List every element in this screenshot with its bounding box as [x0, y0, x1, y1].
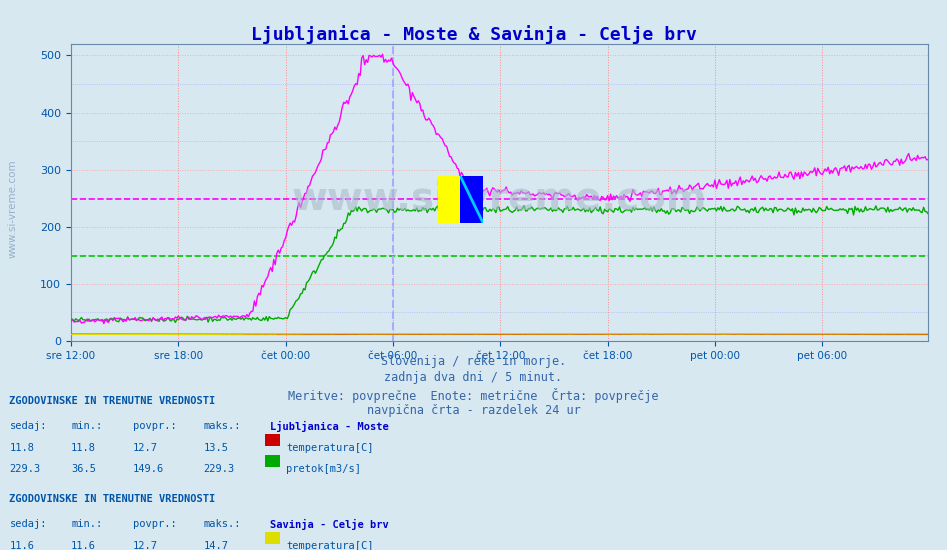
- Text: pretok[m3/s]: pretok[m3/s]: [286, 464, 361, 474]
- Text: Ljubljanica - Moste: Ljubljanica - Moste: [270, 421, 388, 432]
- Text: Meritve: povprečne  Enote: metrične  Črta: povprečje: Meritve: povprečne Enote: metrične Črta:…: [288, 388, 659, 403]
- Text: ZGODOVINSKE IN TRENUTNE VREDNOSTI: ZGODOVINSKE IN TRENUTNE VREDNOSTI: [9, 494, 216, 504]
- Text: 12.7: 12.7: [133, 541, 157, 550]
- Text: 229.3: 229.3: [204, 464, 235, 474]
- Text: Savinja - Celje brv: Savinja - Celje brv: [270, 519, 388, 530]
- Text: sedaj:: sedaj:: [9, 519, 47, 529]
- Text: povpr.:: povpr.:: [133, 519, 176, 529]
- Text: 36.5: 36.5: [71, 464, 96, 474]
- Text: 11.6: 11.6: [9, 541, 34, 550]
- Text: temperatura[C]: temperatura[C]: [286, 443, 373, 453]
- Text: ZGODOVINSKE IN TRENUTNE VREDNOSTI: ZGODOVINSKE IN TRENUTNE VREDNOSTI: [9, 396, 216, 406]
- Text: maks.:: maks.:: [204, 421, 241, 431]
- Text: 11.8: 11.8: [9, 443, 34, 453]
- Text: www.si-vreme.com: www.si-vreme.com: [292, 179, 707, 217]
- Text: maks.:: maks.:: [204, 519, 241, 529]
- Text: 14.7: 14.7: [204, 541, 228, 550]
- Text: 11.8: 11.8: [71, 443, 96, 453]
- Text: 13.5: 13.5: [204, 443, 228, 453]
- Text: temperatura[C]: temperatura[C]: [286, 541, 373, 550]
- Text: sedaj:: sedaj:: [9, 421, 47, 431]
- Text: 229.3: 229.3: [9, 464, 41, 474]
- Text: Slovenija / reke in morje.: Slovenija / reke in morje.: [381, 355, 566, 368]
- Text: povpr.:: povpr.:: [133, 421, 176, 431]
- Text: Ljubljanica - Moste & Savinja - Celje brv: Ljubljanica - Moste & Savinja - Celje br…: [251, 25, 696, 44]
- Text: 149.6: 149.6: [133, 464, 164, 474]
- Text: www.si-vreme.com: www.si-vreme.com: [8, 160, 17, 258]
- Text: 12.7: 12.7: [133, 443, 157, 453]
- Text: zadnja dva dni / 5 minut.: zadnja dva dni / 5 minut.: [384, 371, 563, 384]
- Text: navpična črta - razdelek 24 ur: navpična črta - razdelek 24 ur: [366, 404, 581, 417]
- Text: 11.6: 11.6: [71, 541, 96, 550]
- Text: min.:: min.:: [71, 421, 102, 431]
- Text: min.:: min.:: [71, 519, 102, 529]
